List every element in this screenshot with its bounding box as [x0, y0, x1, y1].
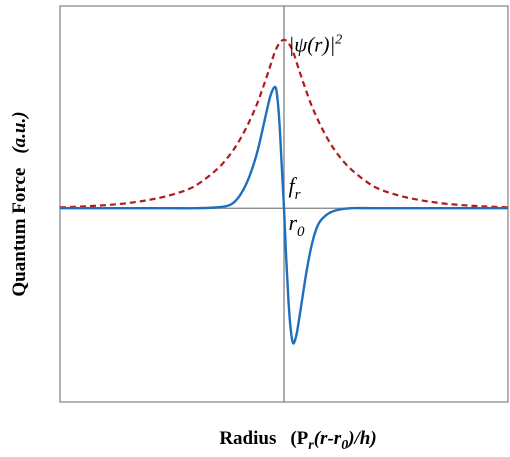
origin-annotation: r0 [288, 210, 305, 240]
psi-squared-annotation: |ψ(r)|2 [288, 32, 342, 56]
x-axis-label: Radius (Pr(r-r0)/h) [219, 428, 376, 452]
series-density-line [59, 38, 509, 209]
series-force-line [59, 85, 508, 345]
force-annotation: fr [288, 173, 300, 203]
y-axis-label: Quantum Force(a.u.) [9, 111, 30, 296]
